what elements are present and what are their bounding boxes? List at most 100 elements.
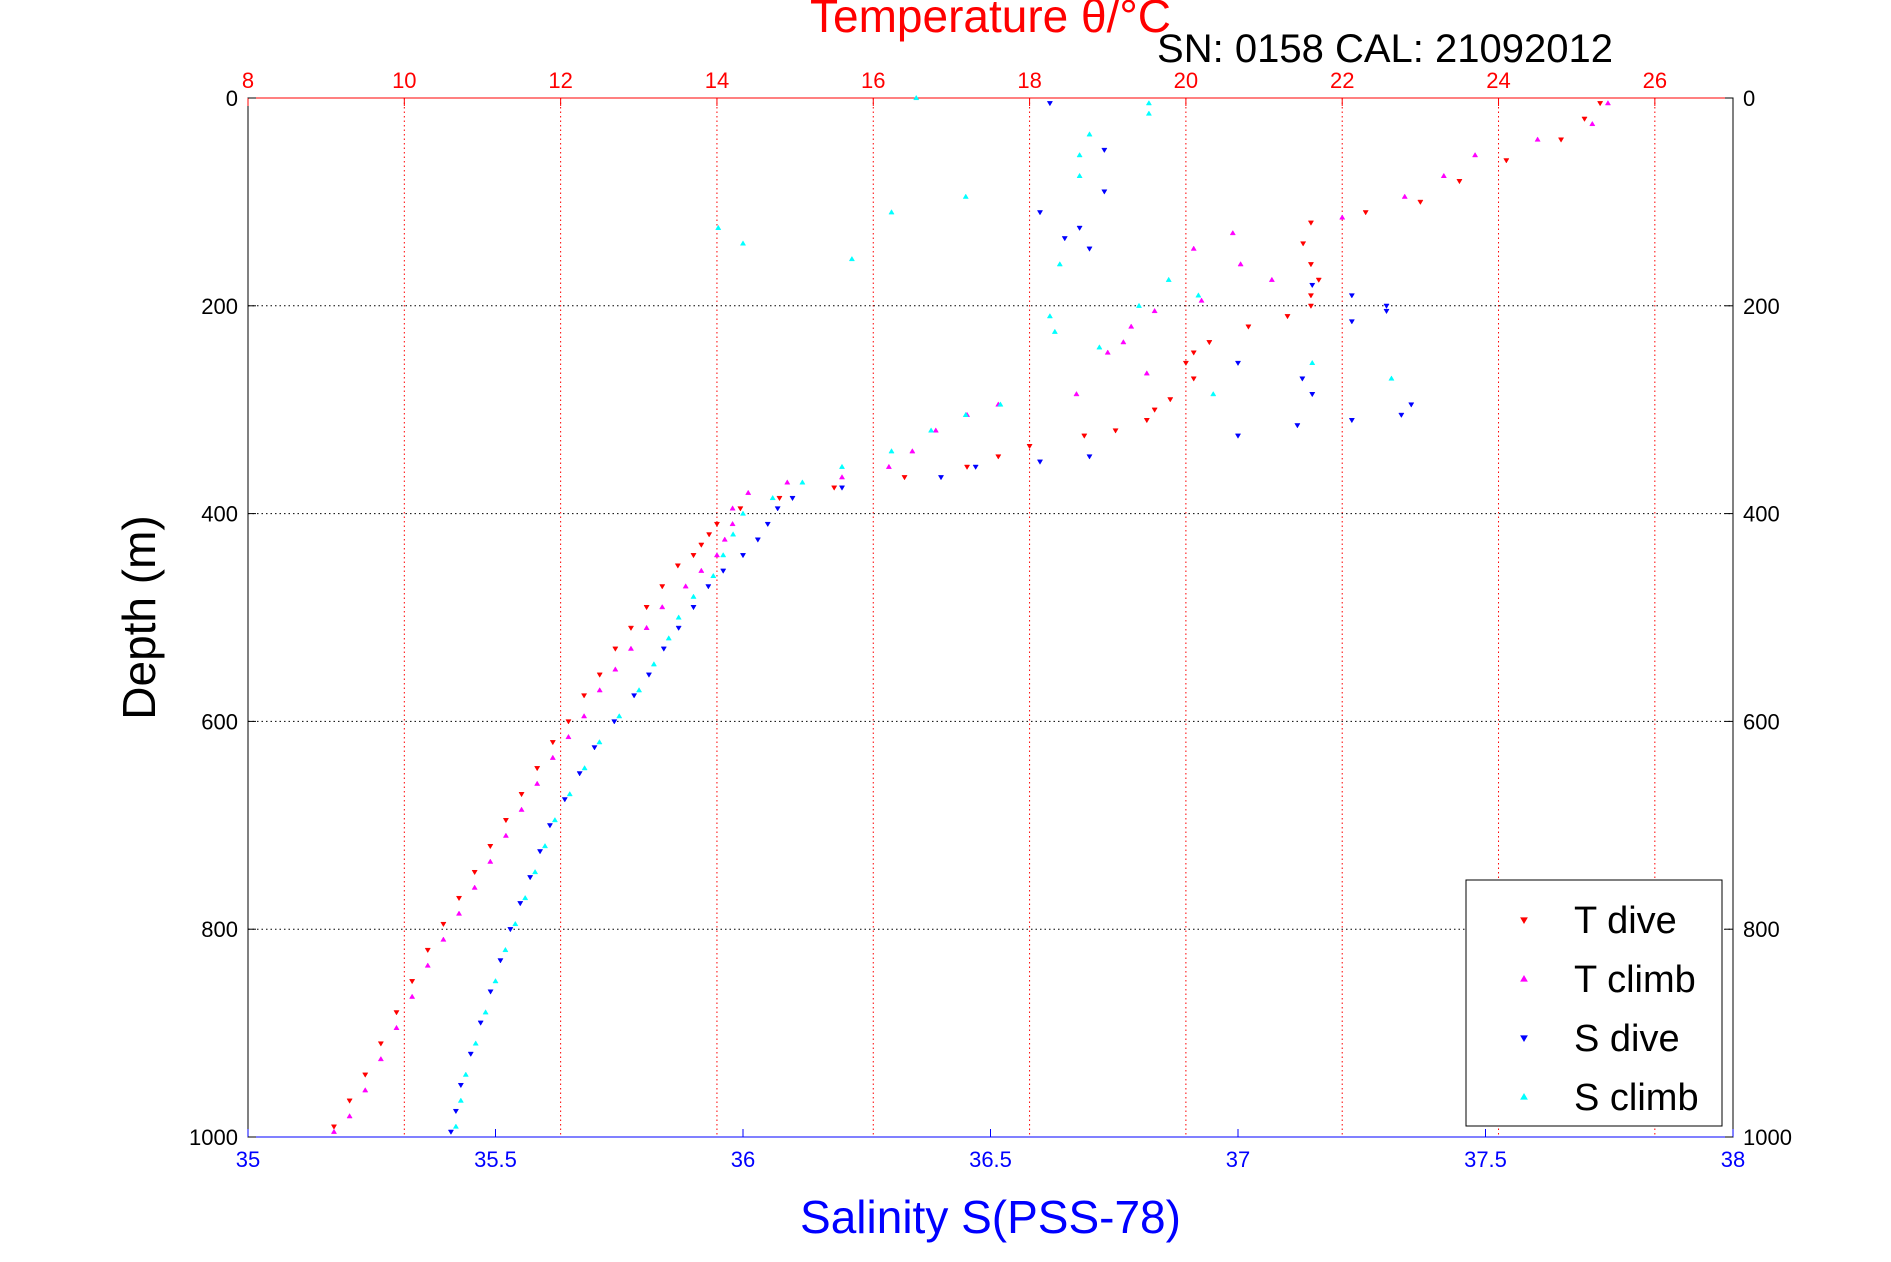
data-point [964, 464, 971, 470]
legend-label: T climb [1574, 959, 1696, 1001]
data-point [1076, 172, 1083, 178]
data-point [789, 495, 796, 502]
data-point [393, 1024, 400, 1030]
data-point [627, 625, 635, 631]
data-point [1086, 454, 1093, 460]
data-point [472, 1040, 479, 1046]
data-point [455, 910, 463, 916]
data-point [730, 531, 737, 537]
data-point [1300, 241, 1307, 247]
salinity-tick-label: 37.5 [1464, 1147, 1507, 1172]
data-point [492, 978, 499, 984]
data-point [581, 693, 588, 699]
data-point [1056, 261, 1063, 267]
data-point [754, 537, 761, 543]
data-point [1268, 276, 1275, 282]
data-point [660, 646, 667, 652]
data-point [482, 1009, 489, 1015]
data-point [1234, 433, 1242, 439]
temperature-tick-label: 22 [1330, 68, 1354, 93]
data-point [665, 635, 672, 641]
data-point [1309, 282, 1316, 289]
data-point [440, 921, 447, 928]
data-point [764, 521, 771, 528]
data-point [330, 1128, 338, 1134]
data-point [612, 666, 619, 672]
data-point [932, 427, 939, 433]
data-point [1046, 313, 1053, 319]
data-point [739, 510, 747, 516]
data-point [527, 875, 534, 881]
data-point [705, 584, 712, 590]
data-point [471, 869, 478, 876]
data-point [1036, 210, 1044, 216]
data-point [457, 1082, 464, 1089]
data-point [1309, 392, 1316, 398]
data-point [377, 1055, 384, 1062]
data-point [901, 475, 908, 481]
data-point [1051, 328, 1058, 334]
data-point [650, 661, 657, 667]
data-point [928, 427, 935, 433]
data-point [455, 895, 463, 902]
data-point [1245, 324, 1252, 330]
data-point [1299, 376, 1306, 382]
data-point [1101, 147, 1108, 154]
data-point [1128, 323, 1135, 329]
legend-marker [1520, 1093, 1528, 1100]
data-point [776, 495, 783, 502]
data-point [1135, 302, 1143, 308]
data-point [962, 193, 969, 199]
temperature-tick-label: 8 [242, 68, 254, 93]
data-point [698, 567, 705, 573]
data-point [487, 989, 494, 995]
data-point [497, 958, 504, 964]
data-point [1604, 100, 1611, 106]
data-point [502, 832, 509, 838]
data-point [627, 645, 635, 651]
salinity-tick-label: 35 [236, 1147, 260, 1172]
data-point [729, 505, 736, 511]
data-point [362, 1087, 369, 1093]
data-point [713, 552, 720, 558]
depth-tick-label-right: 400 [1743, 502, 1780, 527]
depth-tick-label-left: 400 [201, 502, 238, 527]
data-point [745, 489, 752, 495]
data-point [715, 224, 722, 230]
data-point [888, 209, 895, 215]
data-point [541, 842, 549, 849]
data-point [487, 844, 494, 850]
data-point [713, 521, 720, 528]
data-point [729, 520, 736, 527]
data-point [675, 614, 682, 620]
data-point [848, 255, 855, 262]
data-point [507, 927, 514, 933]
data-point [362, 1072, 369, 1078]
data-point [522, 894, 529, 901]
data-point [477, 1020, 484, 1026]
data-point [1086, 246, 1093, 252]
data-point [720, 568, 727, 574]
data-point [706, 532, 713, 538]
data-point [1195, 292, 1202, 298]
data-point [1026, 443, 1033, 450]
data-point [1362, 210, 1369, 216]
salinity-tick-label: 36.5 [969, 1147, 1012, 1172]
data-point [1101, 189, 1108, 195]
data-point [517, 901, 524, 907]
data-point [546, 823, 553, 829]
data-point [518, 792, 525, 798]
data-point [462, 1071, 469, 1077]
data-point [1417, 199, 1424, 205]
salinity-tick-label: 35.5 [474, 1147, 517, 1172]
data-point [885, 463, 892, 469]
data-point [565, 719, 572, 725]
data-point [612, 646, 619, 652]
data-point [1086, 131, 1093, 137]
data-point [1558, 137, 1565, 143]
data-point [1440, 172, 1447, 178]
series-t-dive [330, 101, 1604, 1130]
temperature-tick-label: 24 [1486, 68, 1510, 93]
data-point [631, 693, 638, 699]
data-point [799, 479, 806, 485]
